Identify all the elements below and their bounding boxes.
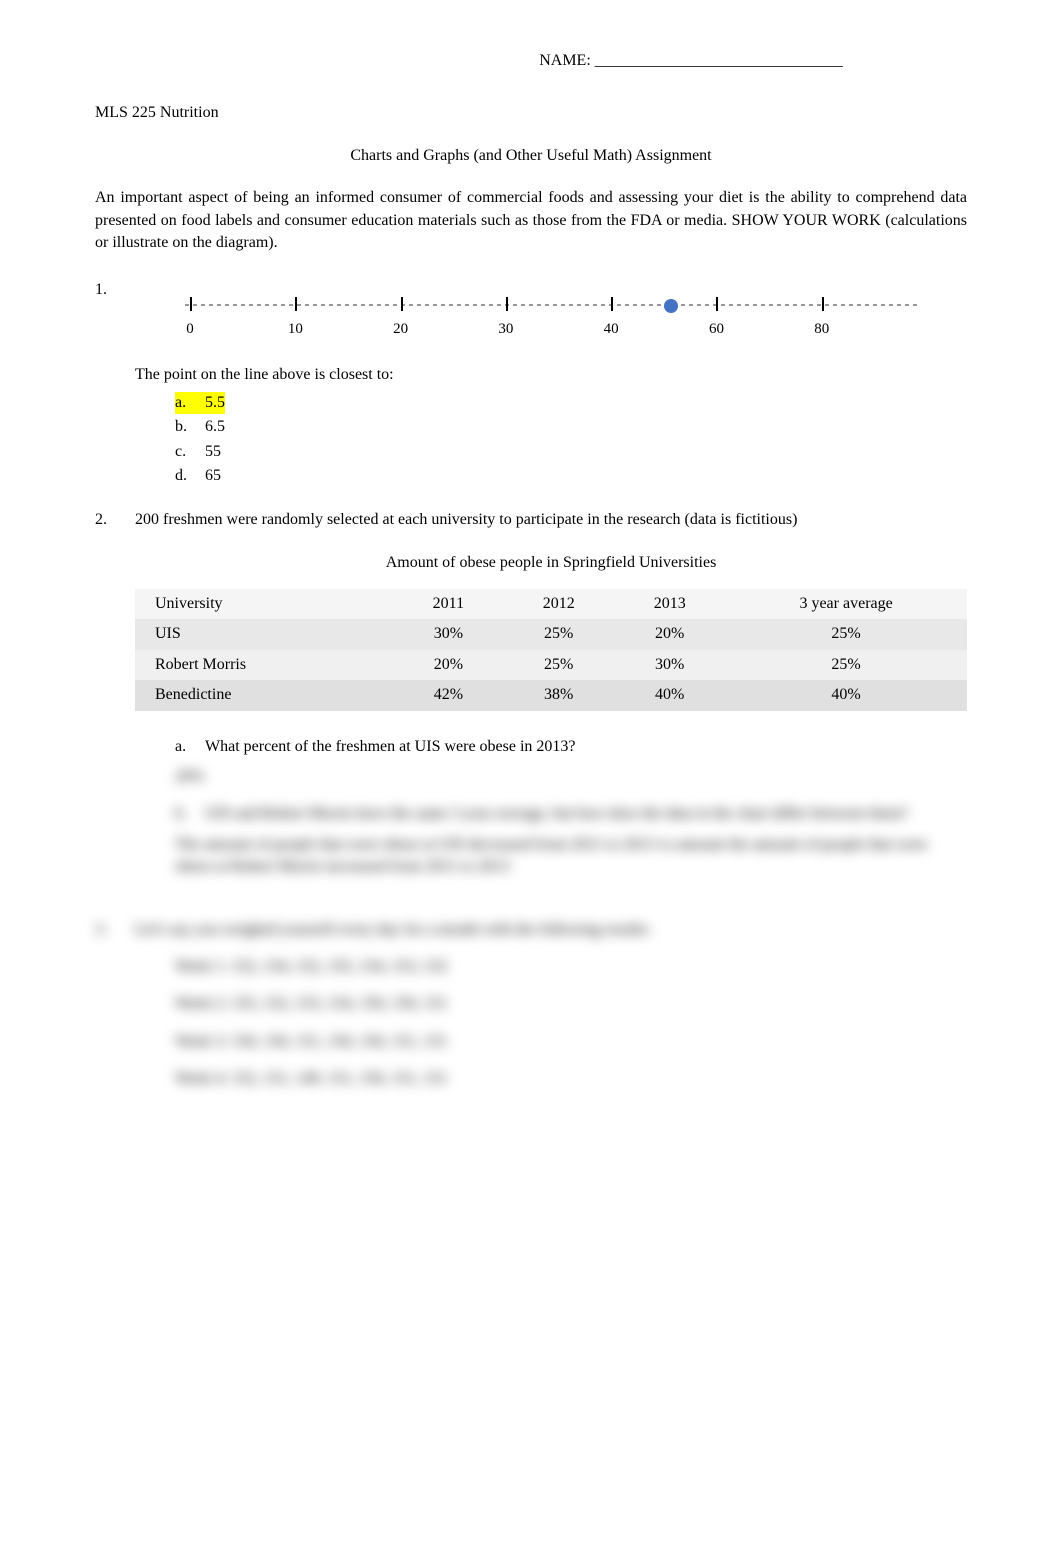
answer-value: 6.5 <box>205 416 225 438</box>
table-header-row: University2011201220133 year average <box>135 589 967 619</box>
answer-letter: b. <box>175 416 205 438</box>
table-cell: 42% <box>394 680 504 710</box>
q2-prompt: 200 freshmen were randomly selected at e… <box>135 509 967 531</box>
week-data-line: Week 4: 152, 151, 149, 151, 150, 151, 15… <box>175 1068 967 1090</box>
answer-letter: c. <box>175 441 205 463</box>
point-marker <box>664 299 678 313</box>
answer-value: 55 <box>205 441 221 463</box>
q2b-answer: The amount of people that were obese at … <box>175 834 967 879</box>
table-cell: 40% <box>725 680 967 710</box>
table-header-cell: 3 year average <box>725 589 967 619</box>
q1-answer-list: a.5.5b.6.5c.55d.65 <box>175 392 967 488</box>
week-data-line: Week 3: 150, 150, 151, 150, 150, 151, 15… <box>175 1031 967 1053</box>
tick-mark <box>506 297 508 311</box>
tick-label: 20 <box>393 319 408 340</box>
answer-letter: a. <box>175 392 205 414</box>
q3-prompt: Let's say you weighed yourself every day… <box>135 919 967 941</box>
week-data-line: Week 1: 152, 154, 152, 155, 154, 153, 15… <box>175 956 967 978</box>
q3-number: 3. <box>95 919 135 1106</box>
q2-content: 200 freshmen were randomly selected at e… <box>135 509 967 898</box>
table-header-cell: University <box>135 589 394 619</box>
table-cell: 40% <box>614 680 725 710</box>
q2a-letter: a. <box>175 736 205 758</box>
tick-label: 10 <box>288 319 303 340</box>
table-cell: 25% <box>725 650 967 680</box>
answer-letter: d. <box>175 465 205 487</box>
tick-mark <box>822 297 824 311</box>
course-code: MLS 225 Nutrition <box>95 102 967 124</box>
q2a-text: What percent of the freshmen at UIS were… <box>205 736 967 758</box>
tick-mark <box>190 297 192 311</box>
table-cell: 30% <box>614 650 725 680</box>
q2a-answer: 20% <box>175 766 967 788</box>
intro-paragraph: An important aspect of being an informed… <box>95 187 967 254</box>
question-2: 2. 200 freshmen were randomly selected a… <box>95 509 967 898</box>
assignment-title: Charts and Graphs (and Other Useful Math… <box>95 145 967 167</box>
table-cell: 25% <box>725 619 967 649</box>
week-data-line: Week 2: 155, 152, 153, 154, 150, 150, 15… <box>175 993 967 1015</box>
q2-sub-a: a. What percent of the freshmen at UIS w… <box>175 736 967 758</box>
name-field: NAME: _______________________________ <box>95 50 967 72</box>
tick-label: 60 <box>709 319 724 340</box>
table-header-cell: 2012 <box>503 589 614 619</box>
table-header-cell: 2011 <box>394 589 504 619</box>
table-cell: UIS <box>135 619 394 649</box>
tick-mark <box>611 297 613 311</box>
answer-option: a.5.5 <box>175 392 967 414</box>
table-cell: 25% <box>503 650 614 680</box>
answer-value: 5.5 <box>205 392 225 414</box>
q2-number: 2. <box>95 509 135 898</box>
q2b-letter: b. <box>175 803 205 825</box>
table-cell: Benedictine <box>135 680 394 710</box>
tick-mark <box>401 297 403 311</box>
q2b-text: UIS and Robert Morris have the same 3 ye… <box>205 803 967 825</box>
q3-weeks-list: Week 1: 152, 154, 152, 155, 154, 153, 15… <box>135 956 967 1091</box>
table-cell: 25% <box>503 619 614 649</box>
number-line-container: 0 10 20 30 40 60 80 <box>175 289 927 349</box>
answer-value: 65 <box>205 465 221 487</box>
tick-mark <box>716 297 718 311</box>
name-label: NAME: _______________________________ <box>539 52 843 69</box>
table-title: Amount of obese people in Springfield Un… <box>135 552 967 574</box>
answer-option: b.6.5 <box>175 416 967 438</box>
table-cell: 30% <box>394 619 504 649</box>
tick-label: 0 <box>186 319 194 340</box>
table-cell: Robert Morris <box>135 650 394 680</box>
tick-label: 80 <box>814 319 829 340</box>
q2-sub-b: b. UIS and Robert Morris have the same 3… <box>175 803 967 825</box>
tick-mark <box>295 297 297 311</box>
table-header-cell: 2013 <box>614 589 725 619</box>
table-cell: 20% <box>394 650 504 680</box>
tick-label: 30 <box>498 319 513 340</box>
table-row: Benedictine42%38%40%40% <box>135 680 967 710</box>
q1-number: 1. <box>95 279 135 489</box>
obesity-table: University2011201220133 year averageUIS3… <box>135 589 967 711</box>
question-1: 1. 0 10 20 30 40 60 80 The point on the line a… <box>95 279 967 489</box>
number-line: 0 10 20 30 40 60 80 <box>175 289 927 349</box>
table-cell: 38% <box>503 680 614 710</box>
table-cell: 20% <box>614 619 725 649</box>
question-3: 3. Let's say you weighed yourself every … <box>95 919 967 1106</box>
answer-option: c.55 <box>175 441 967 463</box>
table-row: UIS30%25%20%25% <box>135 619 967 649</box>
table-row: Robert Morris20%25%30%25% <box>135 650 967 680</box>
q1-prompt: The point on the line above is closest t… <box>135 364 967 386</box>
q1-content: 0 10 20 30 40 60 80 The point on the line abov… <box>135 279 967 489</box>
tick-label: 40 <box>604 319 619 340</box>
answer-option: d.65 <box>175 465 967 487</box>
q3-content: Let's say you weighed yourself every day… <box>135 919 967 1106</box>
